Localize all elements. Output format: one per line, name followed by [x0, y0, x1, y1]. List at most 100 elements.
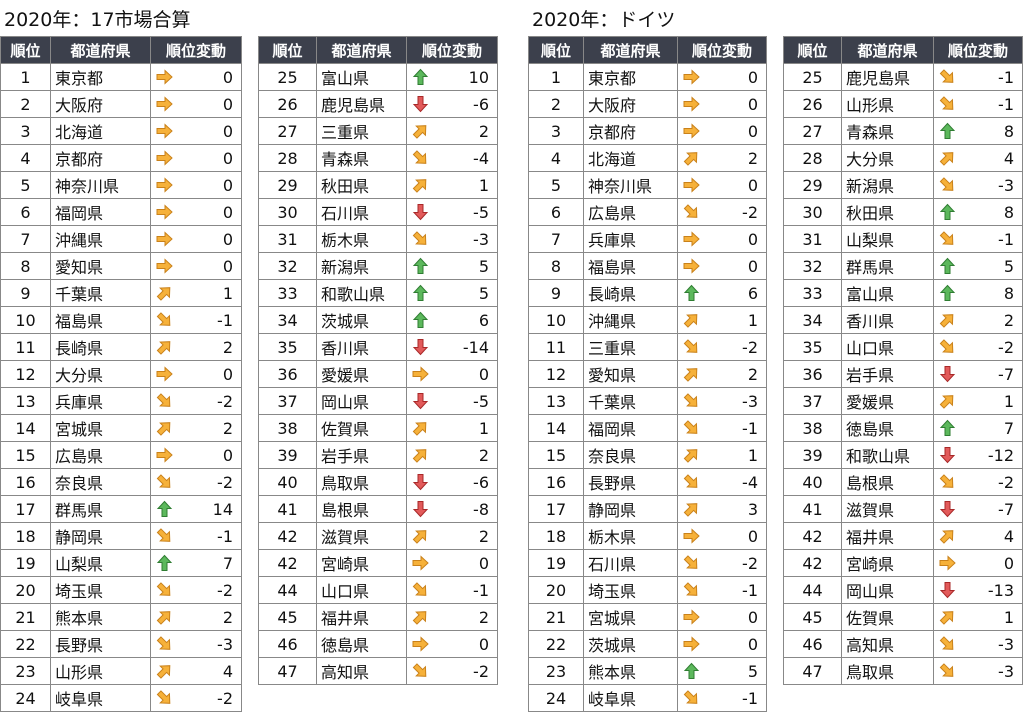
rank-change: -2	[677, 198, 767, 226]
arrow	[683, 96, 700, 112]
row: 24 岐阜県 -2	[0, 684, 242, 712]
change-value: 2	[478, 121, 489, 141]
prefecture: 東京都	[583, 63, 678, 91]
arrow	[939, 69, 954, 83]
rank: 16	[0, 468, 51, 496]
change-value: 8	[1003, 283, 1014, 303]
arrow	[156, 69, 173, 85]
row: 33 和歌山県 5	[258, 279, 498, 307]
arrow	[683, 555, 698, 569]
row: 6 福岡県 0	[0, 198, 242, 226]
arrow	[939, 447, 956, 464]
arrow	[683, 177, 700, 193]
prefecture: 兵庫県	[583, 225, 678, 253]
prefecture: 山形県	[841, 90, 934, 118]
rank: 22	[528, 630, 584, 658]
header-cell: 順位変動	[150, 36, 242, 64]
prefecture: 山梨県	[50, 549, 151, 577]
rank-change: 2	[150, 603, 242, 631]
change-value: -2	[217, 688, 233, 708]
change-value: -4	[742, 472, 758, 492]
row: 34 茨城県 6	[258, 306, 498, 334]
change-icon	[156, 204, 173, 220]
rank-change: -2	[150, 468, 242, 496]
rank: 6	[528, 198, 584, 226]
arrow	[683, 314, 698, 328]
prefecture: 岐阜県	[50, 684, 151, 712]
rank-change: -1	[150, 306, 242, 334]
row: 36 愛媛県 0	[258, 360, 498, 388]
row: 22 茨城県 0	[528, 630, 767, 658]
arrow	[156, 636, 171, 650]
change-icon	[412, 530, 427, 544]
prefecture: 長野県	[583, 468, 678, 496]
rank-change: 2	[406, 441, 498, 469]
arrow	[939, 636, 954, 650]
rank: 37	[258, 387, 317, 415]
arrow	[156, 96, 173, 112]
rank-change: 7	[933, 414, 1023, 442]
rank: 10	[0, 306, 51, 334]
change-icon	[939, 366, 956, 383]
arrow	[412, 284, 429, 301]
rank-change: 0	[150, 90, 242, 118]
change-value: 0	[222, 445, 233, 465]
change-value: -2	[217, 391, 233, 411]
change-icon	[412, 204, 429, 221]
change-icon	[683, 177, 700, 193]
arrow	[939, 395, 954, 409]
change-icon	[939, 257, 956, 274]
arrow	[156, 150, 173, 166]
row: 39 岩手県 2	[258, 441, 498, 469]
rank: 41	[783, 495, 842, 523]
arrow	[412, 150, 427, 164]
arrow	[683, 204, 698, 218]
row: 44 岡山県 -13	[783, 576, 1023, 604]
rank: 9	[528, 279, 584, 307]
rank: 14	[528, 414, 584, 442]
change-icon	[683, 204, 698, 218]
prefecture: 神奈川県	[583, 171, 678, 199]
rank-change: 0	[150, 171, 242, 199]
prefecture: 新潟県	[316, 252, 407, 280]
row: 7 沖縄県 0	[0, 225, 242, 253]
arrow	[939, 314, 954, 328]
ranking-table: 順位 都道府県 順位変動 1 東京都 0 2 大阪府 0 3 北海道 0 4 京都府 0 5 神奈川県 0 6 福岡県…	[0, 36, 242, 712]
rank: 18	[528, 522, 584, 550]
ranking-table: 順位 都道府県 順位変動 25 鹿児島県 -1 26 山形県 -1 27 青森県 8 28 大分県 4 29 新…	[783, 36, 1023, 685]
row: 17 群馬県 14	[0, 495, 242, 523]
arrow	[939, 611, 954, 625]
prefecture: 奈良県	[583, 441, 678, 469]
rank-change: 5	[677, 657, 767, 685]
rank-change: 1	[150, 279, 242, 307]
prefecture: 宮城県	[583, 603, 678, 631]
row: 23 熊本県 5	[528, 657, 767, 685]
arrow	[156, 258, 173, 274]
row: 19 石川県 -2	[528, 549, 767, 577]
arrow	[683, 662, 700, 679]
row: 40 島根県 -2	[783, 468, 1023, 496]
change-icon	[683, 314, 698, 328]
arrow	[412, 339, 429, 356]
rank-change: -6	[406, 90, 498, 118]
rank: 12	[528, 360, 584, 388]
prefecture: 岩手県	[841, 360, 934, 388]
row: 12 大分県 0	[0, 360, 242, 388]
rank-change: 0	[150, 117, 242, 145]
row: 15 広島県 0	[0, 441, 242, 469]
prefecture: 岡山県	[316, 387, 407, 415]
row: 44 山口県 -1	[258, 576, 498, 604]
prefecture: 愛媛県	[841, 387, 934, 415]
change-value: 1	[222, 283, 233, 303]
arrow	[412, 68, 429, 85]
rank-change: 3	[677, 495, 767, 523]
change-value: 5	[1003, 256, 1014, 276]
rank-change: 1	[933, 387, 1023, 415]
prefecture: 東京都	[50, 63, 151, 91]
row: 30 秋田県 8	[783, 198, 1023, 226]
rank: 47	[258, 657, 317, 685]
rank: 2	[528, 90, 584, 118]
prefecture: 福井県	[841, 522, 934, 550]
rank: 13	[0, 387, 51, 415]
